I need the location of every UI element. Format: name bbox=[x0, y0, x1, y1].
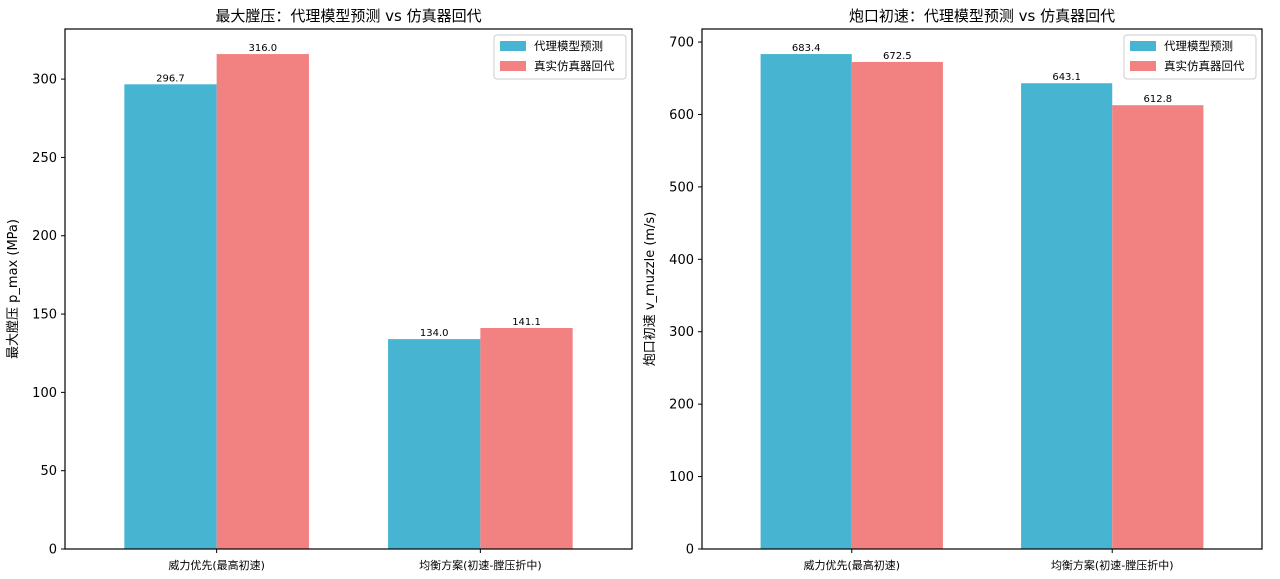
legend-swatch-surrogate bbox=[500, 41, 526, 51]
bar-group bbox=[124, 54, 573, 549]
bar-simulator-0 bbox=[216, 54, 309, 549]
legend-label-surrogate: 代理模型预测 bbox=[534, 39, 603, 53]
bar-simulator-1 bbox=[1112, 105, 1204, 549]
y-tick-label: 700 bbox=[669, 36, 694, 51]
y-tick-label: 300 bbox=[32, 73, 57, 88]
y-tick-label: 100 bbox=[32, 386, 57, 401]
y-tick-label: 600 bbox=[669, 108, 694, 123]
x-tick-group: 威力优先(最高初速) 均衡方案(初速-膛压折中) bbox=[803, 549, 1174, 572]
data-label-group: 296.7 134.0 316.0 141.1 bbox=[156, 43, 541, 339]
bar-surrogate-0 bbox=[760, 54, 852, 549]
x-tick-group: 威力优先(最高初速) 均衡方案(初速-膛压折中) bbox=[168, 549, 542, 572]
chart-title: 炮口初速：代理模型预测 vs 仿真器回代 bbox=[849, 7, 1115, 25]
legend: 代理模型预测 真实仿真器回代 bbox=[493, 34, 627, 80]
y-tick-label: 150 bbox=[32, 308, 57, 323]
y-axis-label: 最大膛压 p_max (MPa) bbox=[6, 219, 21, 359]
y-tick-label: 50 bbox=[40, 464, 57, 479]
data-label: 296.7 bbox=[156, 73, 185, 84]
plot-frame bbox=[701, 28, 1263, 550]
bar-surrogate-0 bbox=[124, 84, 217, 549]
bar-simulator-0 bbox=[851, 61, 943, 550]
data-label: 683.4 bbox=[792, 43, 821, 54]
chart-max-pressure: 最大膛压：代理模型预测 vs 仿真器回代 最大膛压 p_max (MPa) 29… bbox=[6, 7, 633, 572]
bar-simulator-1 bbox=[480, 328, 573, 549]
chart-muzzle-velocity: 炮口初速：代理模型预测 vs 仿真器回代 炮口初速 v_muzzle (m/s)… bbox=[643, 7, 1263, 572]
legend: 代理模型预测 真实仿真器回代 bbox=[1123, 34, 1257, 80]
plot-frame bbox=[64, 28, 633, 550]
legend-swatch-surrogate bbox=[1130, 41, 1156, 51]
legend-box bbox=[493, 34, 627, 80]
data-label: 672.5 bbox=[883, 51, 912, 62]
legend-swatch-simulator bbox=[1130, 61, 1156, 71]
y-tick-label: 300 bbox=[669, 325, 694, 340]
y-tick-group: 0 50 100 150 200 250 300 bbox=[32, 73, 65, 558]
data-label-group: 683.4 643.1 672.5 612.8 bbox=[792, 43, 1172, 105]
legend-label-simulator: 真实仿真器回代 bbox=[534, 59, 615, 73]
bar-surrogate-1 bbox=[388, 339, 481, 549]
y-tick-label: 100 bbox=[669, 470, 694, 485]
chart-title: 最大膛压：代理模型预测 vs 仿真器回代 bbox=[215, 7, 481, 25]
y-tick-label: 250 bbox=[32, 151, 57, 166]
bar-group bbox=[760, 54, 1204, 550]
y-tick-label: 200 bbox=[669, 398, 694, 413]
y-tick-label: 500 bbox=[669, 180, 694, 195]
y-axis-label: 炮口初速 v_muzzle (m/s) bbox=[643, 212, 658, 367]
data-label: 141.1 bbox=[512, 317, 541, 328]
legend-label-surrogate: 代理模型预测 bbox=[1164, 39, 1233, 53]
y-tick-group: 0 100 200 300 400 500 600 700 bbox=[669, 36, 702, 558]
x-tick-label: 均衡方案(初速-膛压折中) bbox=[419, 558, 542, 572]
data-label: 612.8 bbox=[1143, 94, 1172, 105]
legend-box bbox=[1123, 34, 1257, 80]
data-label: 134.0 bbox=[420, 328, 449, 339]
legend-swatch-simulator bbox=[500, 61, 526, 71]
data-label: 316.0 bbox=[248, 43, 277, 54]
bar-surrogate-1 bbox=[1021, 83, 1113, 550]
x-tick-label: 均衡方案(初速-膛压折中) bbox=[1051, 558, 1174, 572]
y-tick-label: 200 bbox=[32, 229, 57, 244]
legend-label-simulator: 真实仿真器回代 bbox=[1164, 59, 1245, 73]
y-tick-label: 0 bbox=[49, 543, 57, 558]
data-label: 643.1 bbox=[1052, 72, 1081, 83]
y-tick-label: 0 bbox=[686, 543, 694, 558]
x-tick-label: 威力优先(最高初速) bbox=[168, 558, 265, 572]
y-tick-label: 400 bbox=[669, 253, 694, 268]
x-tick-label: 威力优先(最高初速) bbox=[803, 558, 900, 572]
